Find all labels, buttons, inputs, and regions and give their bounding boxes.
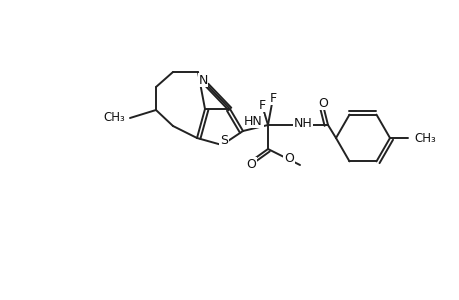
Text: S: S: [219, 134, 228, 146]
Text: CH₃: CH₃: [413, 131, 435, 145]
Text: NH: NH: [293, 116, 312, 130]
Text: HN: HN: [244, 115, 262, 128]
Text: CH₃: CH₃: [103, 110, 125, 124]
Text: N: N: [198, 74, 207, 86]
Text: O: O: [246, 158, 255, 170]
Text: F: F: [258, 98, 265, 112]
Text: O: O: [317, 97, 327, 110]
Text: F: F: [269, 92, 276, 104]
Text: O: O: [284, 152, 293, 164]
